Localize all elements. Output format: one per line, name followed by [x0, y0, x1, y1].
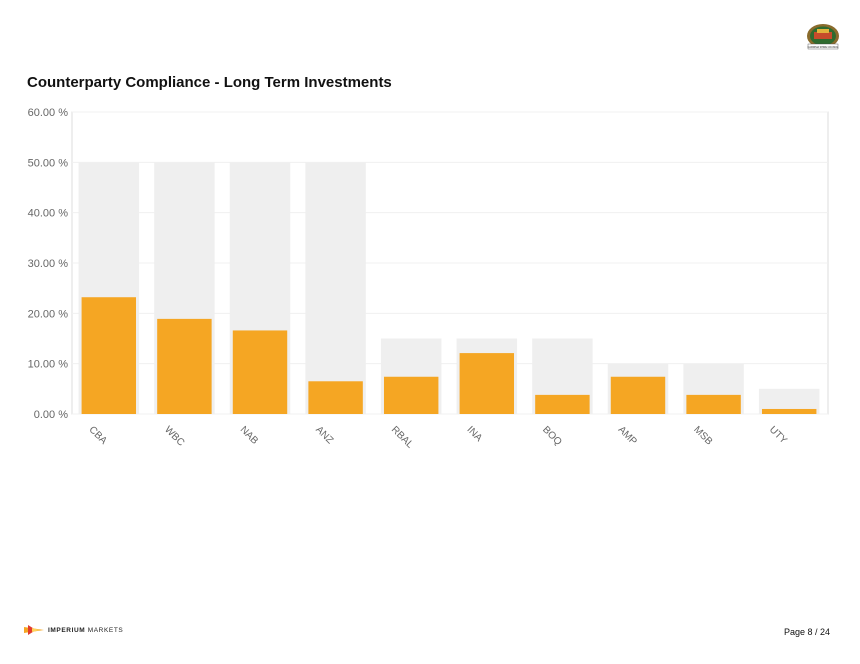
value-bar [610, 376, 666, 414]
value-bar [81, 297, 137, 414]
limit-bar [305, 162, 366, 414]
council-seal-icon: CARDINIA SHIRE COUNCIL [807, 24, 839, 50]
y-axis-labels: 0.00 % 10.00 % 20.00 % 30.00 % 40.00 % 50.00 … [28, 107, 69, 421]
x-tick-label: ANZ [313, 424, 335, 446]
x-tick-label: BOQ [540, 424, 564, 448]
logo-caption: CARDINIA SHIRE COUNCIL [808, 46, 839, 49]
brand-bold: IMPERIUM [48, 626, 86, 634]
x-tick-label: INA [465, 424, 485, 444]
y-tick-label: 10.00 % [28, 359, 69, 371]
brand-light: MARKETS [87, 626, 124, 634]
page-title: Counterparty Compliance - Long Term Inve… [27, 74, 392, 91]
x-tick-label: MSB [691, 424, 714, 447]
y-tick-label: 0.00 % [34, 409, 68, 421]
value-bar [761, 408, 817, 414]
y-tick-label: 50.00 % [28, 157, 69, 169]
x-tick-label: WBC [162, 424, 186, 448]
council-seal-logo: CARDINIA SHIRE COUNCIL [804, 20, 842, 52]
y-tick-label: 30.00 % [28, 258, 69, 270]
x-tick-label: NAB [238, 424, 261, 447]
x-tick-label: RBAL [389, 424, 416, 451]
value-bar [308, 381, 363, 414]
brand-name: IMPERIUM MARKETS [48, 627, 123, 634]
value-bar [459, 353, 515, 414]
x-tick-label: AMP [616, 424, 639, 447]
value-bar [232, 330, 288, 414]
value-bar [686, 394, 741, 414]
x-axis-labels: CBA WBC NAB ANZ RBAL INA BOQ AMP MSB UTY [87, 424, 790, 451]
y-tick-label: 40.00 % [28, 208, 69, 220]
value-bar [383, 376, 439, 414]
value-bar [157, 318, 212, 414]
value-bars [81, 297, 817, 414]
x-tick-label: CBA [87, 424, 110, 447]
y-tick-label: 20.00 % [28, 308, 69, 320]
x-tick-label: UTY [767, 424, 789, 446]
imperium-markets-logo-icon [24, 625, 44, 635]
value-bar [535, 394, 590, 414]
page-number: Page 8 / 24 [783, 627, 830, 637]
imperium-markets-logo: IMPERIUM MARKETS [24, 624, 123, 636]
bar-chart: 0.00 % 10.00 % 20.00 % 30.00 % 40.00 % 50.00 … [28, 107, 829, 451]
y-tick-label: 60.00 % [28, 107, 69, 119]
